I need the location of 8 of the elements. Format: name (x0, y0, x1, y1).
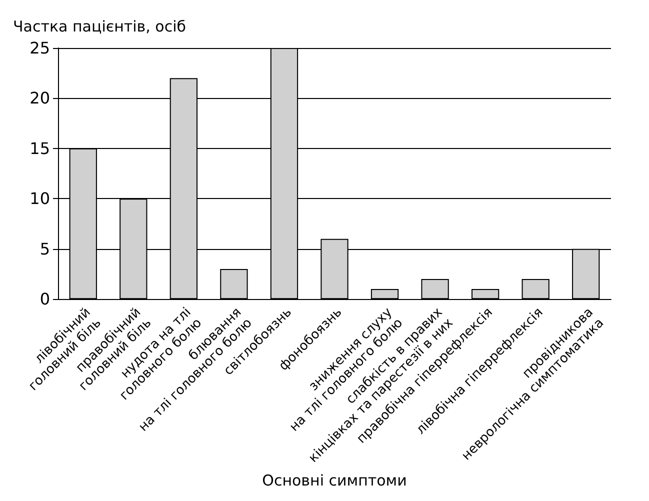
y-axis-title: Частка пацієнтів, осіб (13, 18, 186, 36)
y-tick-label: 20 (30, 88, 50, 108)
y-tick-label: 10 (30, 189, 50, 208)
y-tick-label: 5 (40, 239, 50, 258)
x-axis-title: Основні симптоми (262, 472, 407, 490)
y-tick-label: 0 (40, 290, 50, 309)
y-tick-label: 25 (30, 38, 50, 58)
y-tick-label: 15 (30, 138, 50, 158)
